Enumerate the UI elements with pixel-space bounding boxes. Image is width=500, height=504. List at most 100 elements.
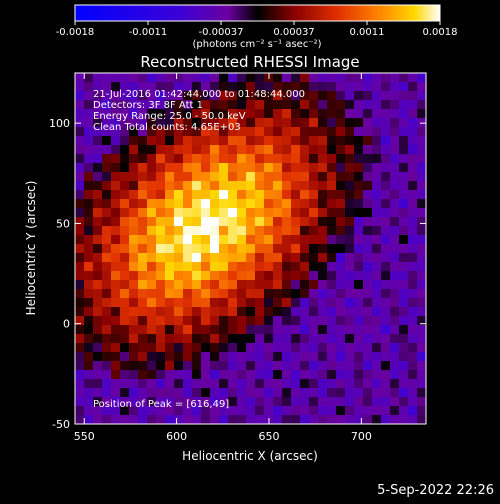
info-time-range: 21-Jul-2016 01:42:44.000 to 01:48:44.000 [93,89,305,100]
heatmap-cell [237,271,247,281]
heatmap-cell [381,262,391,272]
heatmap-cell [309,145,319,155]
heatmap-cell [300,136,310,146]
heatmap-cell [192,208,202,218]
heatmap-cell [363,262,373,272]
heatmap-cell [300,352,310,362]
heatmap-cell [165,109,175,119]
heatmap-cell [336,244,346,254]
heatmap-cell [156,136,166,146]
heatmap-cell [84,181,94,191]
heatmap-cell [372,235,382,245]
heatmap-cell [156,415,166,424]
heatmap-cell [372,136,382,146]
heatmap-cell [255,100,265,110]
heatmap-cell [84,127,94,137]
heatmap-cell [264,190,274,200]
heatmap-cell [237,298,247,308]
heatmap-cell [183,316,193,326]
heatmap-cell [381,82,391,92]
heatmap-cell [147,127,157,137]
heatmap-cell [219,208,229,218]
heatmap-cell [138,388,148,398]
heatmap-cell [174,280,184,290]
heatmap-cell [273,379,283,389]
heatmap-cell [129,343,139,353]
heatmap-cell [138,325,148,335]
heatmap-cell [300,235,310,245]
heatmap-cell [381,226,391,236]
heatmap-cell [363,181,373,191]
heatmap-cell [327,73,337,83]
heatmap-cell [183,334,193,344]
heatmap-cell [345,316,355,326]
heatmap-cell [156,361,166,371]
heatmap-cell [93,91,103,101]
heatmap-cell [219,352,229,362]
heatmap-cell [255,73,265,83]
heatmap-cell [345,334,355,344]
heatmap-cell [354,370,364,380]
heatmap-cell [372,163,382,173]
heatmap-cell [129,298,139,308]
heatmap-cell [273,334,283,344]
heatmap-cell [147,361,157,371]
heatmap-cell [120,91,130,101]
heatmap-cell [102,379,112,389]
heatmap-cell [399,199,409,209]
heatmap-cell [372,334,382,344]
heatmap-cell [408,316,418,326]
heatmap-cell [138,163,148,173]
heatmap-cell [327,316,337,326]
heatmap-cell [228,325,238,335]
heatmap-cell [309,334,319,344]
heatmap-cell [174,172,184,182]
heatmap-cell [237,388,247,398]
heatmap-cell [183,91,193,101]
heatmap-cell [372,109,382,119]
heatmap-cell [372,361,382,371]
heatmap-cell [354,307,364,317]
heatmap-cell [102,208,112,218]
heatmap-cell [210,127,220,137]
heatmap-cell [291,208,301,218]
heatmap-cell [165,145,175,155]
heatmap-cell [246,145,256,155]
heatmap-cell [309,100,319,110]
heatmap-cell [408,226,418,236]
heatmap-cell [219,316,229,326]
heatmap-cell [120,172,130,182]
heatmap-cell [210,271,220,281]
heatmap-cell [291,127,301,137]
heatmap-cell [363,415,373,424]
heatmap-cell [102,289,112,299]
heatmap-cell [390,73,400,83]
info-block: 21-Jul-2016 01:42:44.000 to 01:48:44.000… [93,89,305,133]
heatmap-cell [129,163,139,173]
heatmap-cell [264,145,274,155]
heatmap-cell [390,208,400,218]
heatmap-cell [102,307,112,317]
heatmap-cell [381,406,391,416]
heatmap-cell [237,100,247,110]
heatmap-cell [129,91,139,101]
heatmap-cell [138,226,148,236]
heatmap-cell [363,361,373,371]
heatmap-cell [345,244,355,254]
heatmap-cell [93,253,103,263]
heatmap-cell [183,379,193,389]
heatmap-cell [273,361,283,371]
heatmap-cell [120,226,130,236]
heatmap-cell [336,316,346,326]
heatmap-cell [210,370,220,380]
heatmap-cell [273,343,283,353]
heatmap-cell [174,82,184,92]
heatmap-cell [156,154,166,164]
heatmap-cell [93,244,103,254]
heatmap-cell [84,343,94,353]
heatmap-cell [390,397,400,407]
heatmap-cell [291,280,301,290]
heatmap-cell [363,127,373,137]
heatmap-cell [75,370,85,380]
heatmap-cell [246,370,256,380]
